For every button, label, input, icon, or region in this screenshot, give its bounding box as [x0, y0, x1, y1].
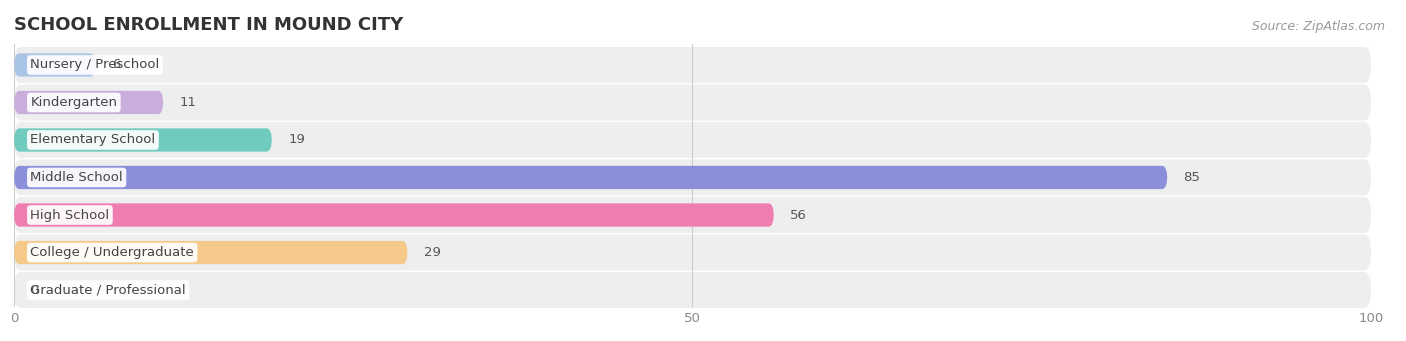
Text: College / Undergraduate: College / Undergraduate [31, 246, 194, 259]
Text: Kindergarten: Kindergarten [31, 96, 117, 109]
FancyBboxPatch shape [14, 235, 1371, 270]
FancyBboxPatch shape [14, 203, 773, 227]
FancyBboxPatch shape [14, 53, 96, 77]
FancyBboxPatch shape [14, 272, 1371, 308]
FancyBboxPatch shape [14, 122, 1371, 158]
Text: 0: 0 [31, 283, 39, 297]
Text: High School: High School [31, 208, 110, 222]
Text: 85: 85 [1184, 171, 1201, 184]
Text: Source: ZipAtlas.com: Source: ZipAtlas.com [1251, 20, 1385, 33]
FancyBboxPatch shape [14, 241, 408, 264]
FancyBboxPatch shape [14, 47, 1371, 83]
FancyBboxPatch shape [14, 166, 1167, 189]
Text: 56: 56 [790, 208, 807, 222]
FancyBboxPatch shape [14, 85, 1371, 120]
Text: 29: 29 [423, 246, 440, 259]
Text: Graduate / Professional: Graduate / Professional [31, 283, 186, 297]
Text: SCHOOL ENROLLMENT IN MOUND CITY: SCHOOL ENROLLMENT IN MOUND CITY [14, 16, 404, 34]
FancyBboxPatch shape [14, 128, 271, 152]
FancyBboxPatch shape [14, 197, 1371, 233]
Text: 19: 19 [288, 133, 305, 147]
Text: 11: 11 [180, 96, 197, 109]
Text: Nursery / Preschool: Nursery / Preschool [31, 58, 160, 72]
FancyBboxPatch shape [14, 160, 1371, 195]
Text: 6: 6 [111, 58, 120, 72]
Text: Elementary School: Elementary School [31, 133, 156, 147]
FancyBboxPatch shape [14, 91, 163, 114]
Text: Middle School: Middle School [31, 171, 122, 184]
